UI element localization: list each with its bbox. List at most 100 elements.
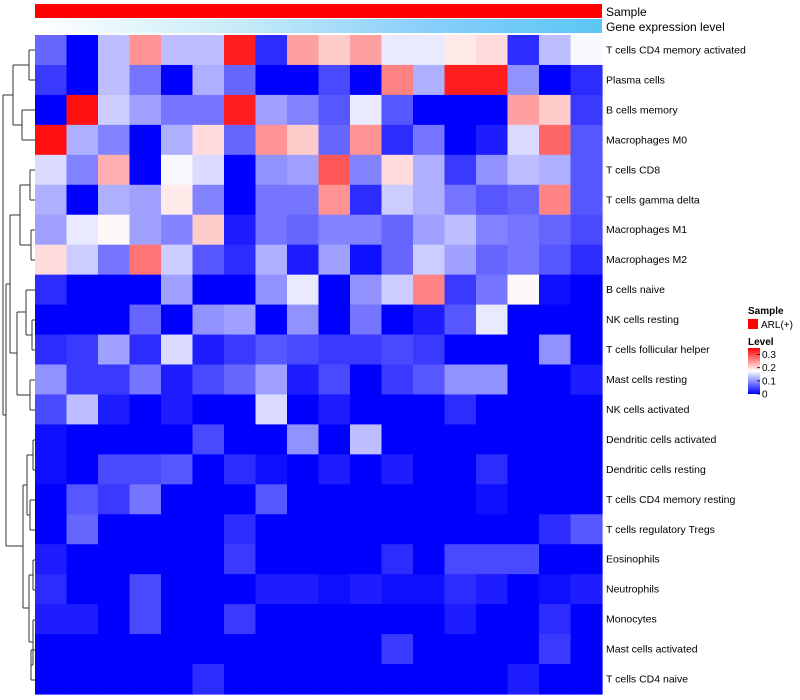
- heatmap-cell: [98, 154, 131, 186]
- heatmap-cell: [224, 424, 257, 455]
- heatmap-cell: [129, 664, 162, 695]
- heatmap-cell: [476, 454, 509, 485]
- row-label: Macrophages M2: [606, 254, 687, 266]
- heatmap-cell: [413, 274, 446, 306]
- heatmap-cell: [539, 244, 572, 276]
- row-label: Neutrophils: [606, 584, 659, 596]
- heatmap-cell: [224, 304, 257, 336]
- heatmap-cell: [35, 94, 68, 126]
- heatmap-cell: [539, 214, 572, 246]
- heatmap-cell: [287, 214, 320, 246]
- heatmap-cell: [350, 424, 383, 455]
- heatmap-cell: [413, 364, 446, 396]
- heatmap-cell: [507, 544, 540, 575]
- heatmap-cell: [444, 544, 477, 575]
- heatmap-cell: [287, 664, 320, 695]
- heatmap-cell: [255, 154, 288, 186]
- heatmap-cell: [318, 664, 351, 695]
- heatmap-cell: [192, 214, 225, 246]
- heatmap-cell: [98, 514, 131, 545]
- heatmap-cells: [35, 35, 603, 695]
- heatmap-cell: [161, 394, 194, 425]
- heatmap-cell: [66, 214, 99, 246]
- heatmap-cell: [129, 244, 162, 276]
- row-label: T cells follicular helper: [606, 344, 710, 356]
- heatmap-cell: [350, 94, 383, 126]
- heatmap-cell: [161, 274, 194, 306]
- heatmap-cell: [66, 64, 99, 96]
- heatmap-cell: [224, 64, 257, 96]
- heatmap-cell: [35, 544, 68, 575]
- heatmap-cell: [35, 364, 68, 396]
- heatmap-cell: [192, 154, 225, 186]
- annotation-tracks: Sample Gene expression level: [35, 4, 725, 34]
- heatmap-cell: [539, 634, 572, 665]
- heatmap-cell: [507, 514, 540, 545]
- heatmap-cell: [161, 454, 194, 485]
- heatmap-cell: [539, 574, 572, 605]
- heatmap-cell: [570, 244, 603, 276]
- row-label: Monocytes: [606, 614, 657, 626]
- heatmap-cell: [192, 64, 225, 96]
- heatmap-cell: [570, 364, 603, 396]
- heatmap-cell: [570, 664, 603, 695]
- heatmap-cell: [224, 154, 257, 186]
- heatmap-cell: [413, 64, 446, 96]
- heatmap-cell: [507, 664, 540, 695]
- heatmap-cell: [98, 394, 131, 425]
- heatmap-cell: [98, 124, 131, 156]
- heatmap-cell: [350, 154, 383, 186]
- heatmap-cell: [161, 634, 194, 665]
- heatmap-cell: [224, 514, 257, 545]
- heatmap-cell: [381, 394, 414, 425]
- heatmap-cell: [476, 424, 509, 455]
- heatmap-cell: [318, 634, 351, 665]
- heatmap-cell: [98, 35, 131, 66]
- heatmap-cell: [318, 574, 351, 605]
- heatmap-cell: [35, 274, 68, 306]
- heatmap-cell: [98, 454, 131, 485]
- heatmap-cell: [287, 364, 320, 396]
- heatmap-cell: [413, 184, 446, 216]
- heatmap-cell: [444, 394, 477, 425]
- heatmap-cell: [287, 544, 320, 575]
- heatmap-cell: [350, 544, 383, 575]
- heatmap-cell: [318, 94, 351, 126]
- heatmap-cell: [129, 544, 162, 575]
- heatmap-cell: [350, 184, 383, 216]
- heatmap-cell: [192, 304, 225, 336]
- heatmap-cell: [539, 154, 572, 186]
- heatmap-cell: [350, 304, 383, 336]
- heatmap-cell: [66, 484, 99, 515]
- row-label: Dendritic cells activated: [606, 434, 716, 446]
- heatmap-cell: [381, 634, 414, 665]
- heatmap-cell: [98, 664, 131, 695]
- heatmap-cell: [507, 35, 540, 66]
- heatmap-cell: [570, 454, 603, 485]
- heatmap-cell: [570, 394, 603, 425]
- heatmap-cell: [35, 634, 68, 665]
- heatmap-cell: [318, 544, 351, 575]
- heatmap-cell: [129, 364, 162, 396]
- heatmap-cell: [476, 154, 509, 186]
- heatmap-cell: [224, 544, 257, 575]
- heatmap-cell: [318, 514, 351, 545]
- heatmap-cell: [66, 514, 99, 545]
- heatmap-cell: [539, 454, 572, 485]
- heatmap-cell: [35, 154, 68, 186]
- heatmap-cell: [287, 424, 320, 455]
- heatmap-cell: [444, 64, 477, 96]
- row-label: Macrophages M0: [606, 134, 687, 146]
- heatmap-cell: [476, 604, 509, 635]
- heatmap-cell: [35, 124, 68, 156]
- heatmap-cell: [413, 244, 446, 276]
- heatmap-cell: [476, 304, 509, 336]
- level-tick-label: 0: [762, 390, 768, 401]
- heatmap-cell: [98, 544, 131, 575]
- heatmap-cell: [287, 334, 320, 366]
- heatmap-cell: [192, 244, 225, 276]
- heatmap-cell: [413, 604, 446, 635]
- heatmap-cell: [192, 544, 225, 575]
- heatmap-cell: [350, 574, 383, 605]
- heatmap-cell: [66, 94, 99, 126]
